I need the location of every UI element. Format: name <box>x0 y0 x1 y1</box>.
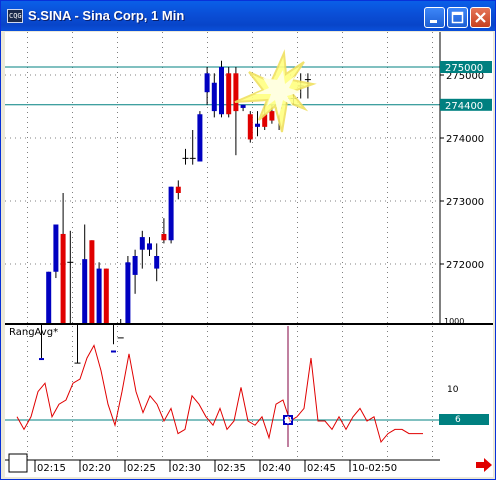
price-bar-body <box>204 73 210 93</box>
time-axis-label: 02:40 <box>262 463 291 474</box>
price-bar-body <box>39 358 44 361</box>
price-bar-body <box>125 262 131 324</box>
price-bar-body <box>226 73 232 115</box>
indicator-axis-max: 1000 <box>444 317 464 326</box>
price-bar-body <box>211 82 217 112</box>
minimize-icon <box>430 20 437 23</box>
alert-burst-icon <box>234 49 317 133</box>
price-bar-body <box>53 224 59 272</box>
price-level-badge <box>440 98 492 111</box>
price-bar-body <box>175 186 181 193</box>
maximize-button[interactable] <box>447 7 468 28</box>
price-axis-label: 274000 <box>446 134 484 145</box>
scroll-right-arrow-icon[interactable] <box>476 458 493 472</box>
price-bar-body <box>139 237 145 250</box>
price-level-label: 274400 <box>445 101 483 112</box>
client-area: 275000 274000 273000 272000 275000 274400 Ran… <box>5 32 493 477</box>
time-axis-label: 02:30 <box>172 463 201 474</box>
price-bar-body <box>89 240 95 324</box>
indicator-pane <box>5 344 440 444</box>
indicator-value-label: 6 <box>455 415 461 425</box>
price-bar-body <box>197 114 203 162</box>
price-bar-body <box>82 259 88 324</box>
price-bar-body <box>269 111 275 121</box>
price-bar-body <box>161 233 167 241</box>
time-axis-label: 02:35 <box>217 463 246 474</box>
price-bar-body <box>154 256 160 269</box>
time-axis-label: 10-02:50 <box>352 463 397 474</box>
axis-background <box>440 32 493 477</box>
price-bar-body <box>255 123 260 127</box>
price-bar-body <box>111 350 116 353</box>
grid <box>5 32 440 460</box>
price-axis-label: 272000 <box>446 260 484 271</box>
indicator-series-line <box>16 344 423 444</box>
price-bar-body <box>168 186 174 241</box>
price-bar-body <box>233 73 239 112</box>
price-bar-body <box>147 243 152 250</box>
price-axis-label: 275000 <box>446 71 484 82</box>
price-bar-body <box>132 256 138 275</box>
crosshair-cursor[interactable] <box>283 326 293 447</box>
time-axis-label: 02:25 <box>127 463 156 474</box>
price-axis: 275000 274000 273000 272000 275000 274400 <box>439 32 492 324</box>
chart-app-icon[interactable]: CQG <box>7 9 23 23</box>
time-axis-label: 02:20 <box>82 463 111 474</box>
price-bar-body <box>96 268 102 324</box>
time-axis-label: 02:45 <box>307 463 336 474</box>
time-axis-label: 02:15 <box>37 463 66 474</box>
price-bar-body <box>247 114 253 140</box>
price-bar-body <box>103 268 109 324</box>
window-title: S.SINA - Sina Corp, 1 Min <box>28 8 185 23</box>
price-bars <box>39 60 311 364</box>
indicator-axis-tick: 10 <box>447 385 459 395</box>
app-icon-text: CQG <box>9 12 22 20</box>
indicator-name: RangAvg* <box>9 327 58 338</box>
indicator-value-badge <box>439 414 489 425</box>
price-bar-body <box>46 271 52 324</box>
price-axis-label: 273000 <box>446 197 484 208</box>
title-bar[interactable]: CQG S.SINA - Sina Corp, 1 Min <box>1 1 495 31</box>
price-level-badge <box>440 61 492 73</box>
price-bar-body <box>219 67 224 115</box>
minimize-button[interactable] <box>424 7 445 28</box>
close-icon <box>475 12 486 23</box>
price-chart[interactable]: 275000 274000 273000 272000 275000 274400 Ran… <box>5 32 493 477</box>
close-button[interactable] <box>470 7 491 28</box>
price-bar-body <box>60 233 66 324</box>
maximize-icon <box>451 11 464 24</box>
price-level-label: 275000 <box>445 63 483 74</box>
price-bar-body <box>262 114 268 127</box>
price-bar-body <box>240 104 246 108</box>
time-axis: 02:15 02:20 02:25 02:30 02:35 02:40 02:45 10-02… <box>34 460 397 474</box>
time-axis-corner-box[interactable] <box>8 453 28 473</box>
